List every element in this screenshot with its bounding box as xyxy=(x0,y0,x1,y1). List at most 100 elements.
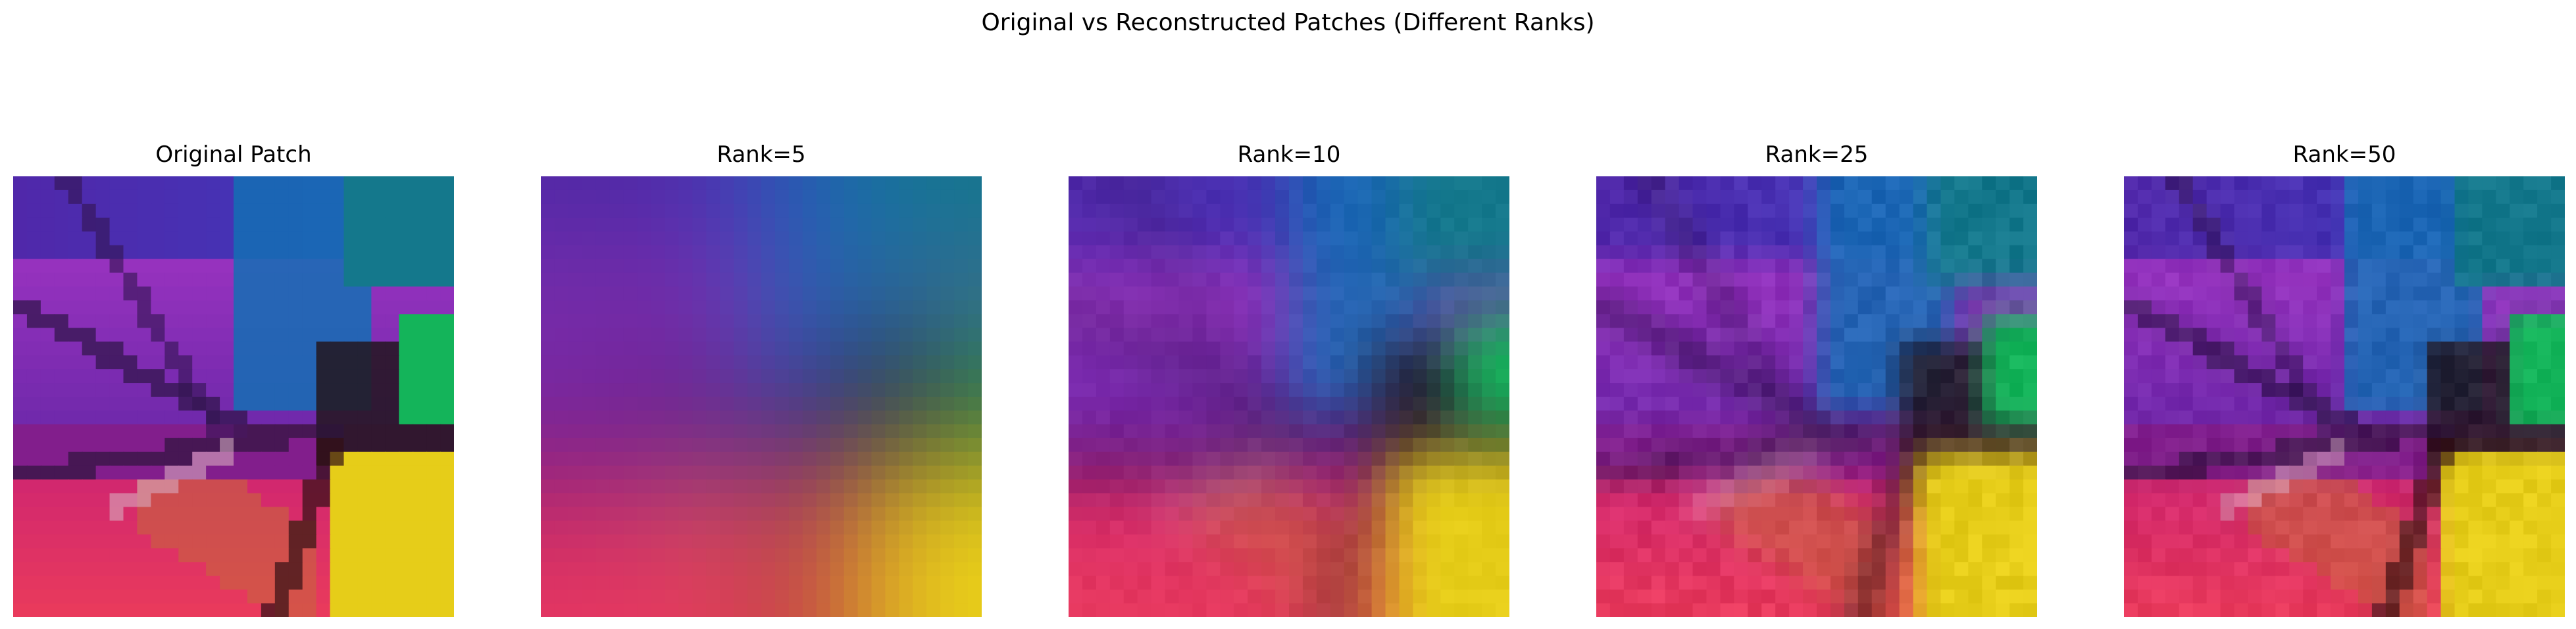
patch-pixel xyxy=(1454,286,1469,301)
patch-pixel xyxy=(1427,465,1442,480)
patch-pixel xyxy=(82,245,97,260)
patch-pixel xyxy=(302,576,317,591)
patch-pixel xyxy=(371,438,386,453)
patch-pixel xyxy=(40,410,55,425)
patch-pixel xyxy=(2137,259,2152,274)
patch-pixel xyxy=(1609,369,1625,384)
patch-pixel xyxy=(234,341,248,357)
patch-pixel xyxy=(968,603,982,617)
patch-pixel xyxy=(1706,314,1721,329)
patch-pixel xyxy=(330,355,345,370)
patch-pixel xyxy=(582,286,597,301)
patch-pixel xyxy=(885,355,900,370)
patch-pixel xyxy=(1871,189,1886,205)
patch-pixel xyxy=(1982,603,1997,617)
patch-pixel xyxy=(623,259,638,274)
patch-pixel xyxy=(95,438,111,453)
patch-pixel xyxy=(1234,576,1249,591)
patch-pixel xyxy=(582,479,597,494)
patch-pixel xyxy=(1482,259,1497,274)
patch-pixel xyxy=(2427,410,2442,425)
patch-pixel xyxy=(651,479,666,494)
patch-pixel xyxy=(357,397,372,411)
patch-pixel xyxy=(2248,217,2263,232)
patch-pixel xyxy=(1954,314,1969,329)
patch-pixel xyxy=(2454,451,2469,466)
patch-pixel xyxy=(774,341,790,357)
patch-pixel xyxy=(830,314,845,329)
patch-pixel xyxy=(2427,355,2442,370)
patch-pixel xyxy=(2440,355,2456,370)
patch-pixel xyxy=(706,355,721,370)
patch-pixel xyxy=(1261,479,1276,494)
patch-pixel xyxy=(1734,534,1749,549)
patch-pixel xyxy=(2165,341,2180,357)
patch-pixel xyxy=(2510,217,2525,232)
patch-pixel xyxy=(1165,328,1180,343)
patch-pixel xyxy=(261,259,276,274)
patch-pixel xyxy=(2317,300,2332,315)
patch-pixel xyxy=(2427,479,2442,494)
patch-pixel xyxy=(1927,231,1942,246)
patch-pixel xyxy=(1692,548,1707,563)
patch-pixel xyxy=(40,465,55,480)
patch-pixel xyxy=(1968,603,1983,617)
patch-pixel xyxy=(2523,369,2538,384)
patch-pixel xyxy=(316,369,331,384)
patch-pixel xyxy=(2523,314,2538,329)
patch-pixel xyxy=(1692,341,1707,357)
patch-pixel xyxy=(1385,424,1400,439)
patch-pixel xyxy=(1954,369,1969,384)
patch-pixel xyxy=(968,272,982,288)
patch-pixel xyxy=(830,479,845,494)
patch-pixel xyxy=(1178,576,1194,591)
patch-pixel xyxy=(541,493,555,508)
patch-pixel xyxy=(2192,451,2208,466)
patch-pixel xyxy=(1982,562,1997,577)
patch-pixel xyxy=(1069,397,1083,411)
patch-pixel xyxy=(1706,397,1721,411)
patch-pixel xyxy=(2275,520,2290,536)
patch-pixel xyxy=(582,493,597,508)
patch-pixel xyxy=(568,355,583,370)
patch-pixel xyxy=(926,520,942,536)
patch-pixel xyxy=(2551,203,2565,218)
patch-pixel xyxy=(1954,259,1969,274)
patch-pixel xyxy=(1123,328,1138,343)
patch-pixel xyxy=(1385,493,1400,508)
patch-pixel xyxy=(2009,410,2025,425)
patch-pixel xyxy=(1913,314,1928,329)
patch-pixel xyxy=(1357,438,1373,453)
patch-pixel xyxy=(288,355,303,370)
patch-pixel xyxy=(357,259,372,274)
patch-pixel xyxy=(1803,424,1818,439)
patch-pixel xyxy=(816,259,831,274)
patch-pixel xyxy=(2399,176,2414,191)
patch-pixel xyxy=(343,493,359,508)
patch-pixel xyxy=(1468,314,1483,329)
patch-pixel xyxy=(1899,548,1914,563)
patch-pixel xyxy=(1234,424,1249,439)
patch-pixel xyxy=(2023,562,2037,577)
patch-pixel xyxy=(734,383,749,398)
patch-pixel xyxy=(1940,424,1956,439)
patch-pixel xyxy=(95,534,111,549)
patch-pixel xyxy=(665,314,680,329)
patch-pixel xyxy=(1692,479,1707,494)
patch-pixel xyxy=(2289,189,2304,205)
patch-pixel xyxy=(1913,203,1928,218)
patch-pixel xyxy=(1623,451,1638,466)
patch-pixel xyxy=(151,314,166,329)
patch-pixel xyxy=(1885,383,1900,398)
patch-pixel xyxy=(234,245,248,260)
patch-pixel xyxy=(247,410,262,425)
rank-5-patch-image xyxy=(541,176,982,617)
patch-pixel xyxy=(1302,203,1317,218)
patch-pixel xyxy=(844,479,859,494)
patch-pixel xyxy=(2454,341,2469,357)
patch-pixel xyxy=(1817,590,1831,605)
patch-pixel xyxy=(109,410,124,425)
patch-pixel xyxy=(234,548,248,563)
patch-pixel xyxy=(1885,479,1900,494)
patch-pixel xyxy=(609,189,624,205)
